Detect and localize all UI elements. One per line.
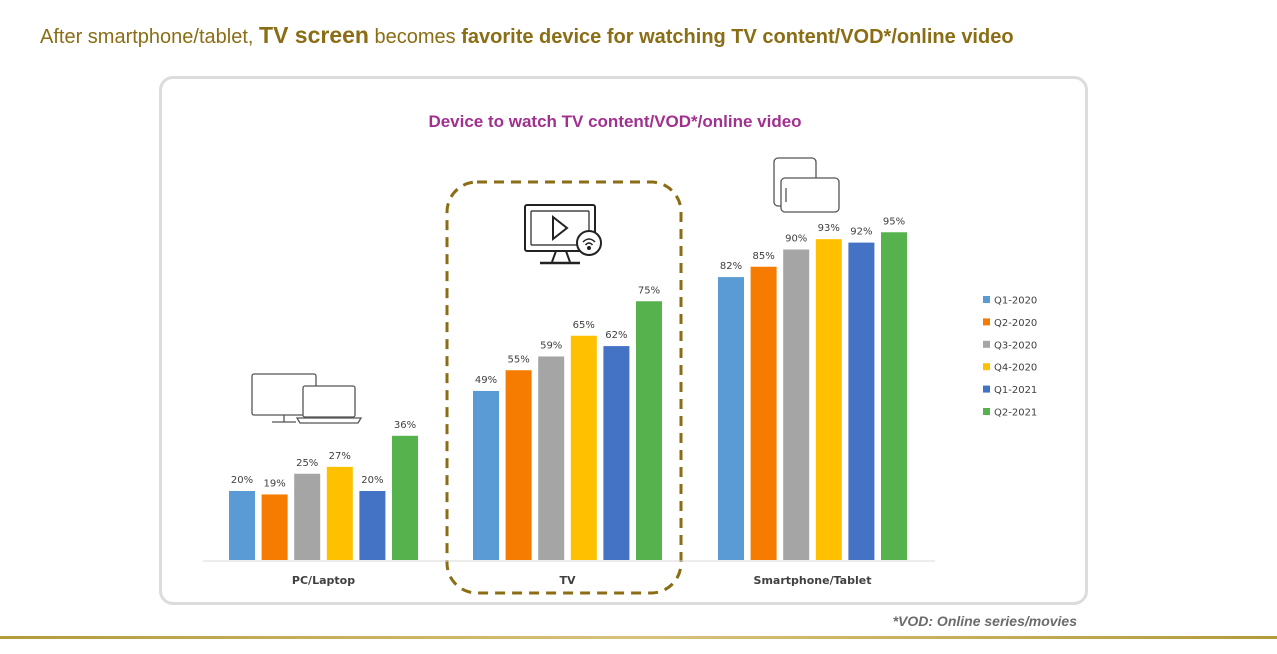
category-label: TV: [559, 574, 576, 587]
category-label: Smartphone/Tablet: [754, 574, 872, 587]
headline-part-1: After smartphone/tablet,: [40, 26, 260, 48]
category-label: PC/Laptop: [292, 574, 355, 587]
bar-tv-q3-2020: [538, 356, 565, 560]
bar-pc-laptop-q2-2020: [261, 494, 288, 560]
bar-smartphone-tablet-q2-2021: [881, 232, 907, 560]
bar-pc-laptop-q1-2020: [229, 491, 255, 560]
legend-label: Q4-2020: [994, 363, 1037, 374]
data-label: 90%: [785, 234, 807, 245]
legend-label: Q3-2020: [994, 340, 1037, 351]
legend-swatch: [983, 340, 990, 348]
tablet-phone-icon: [773, 157, 840, 213]
data-label: 93%: [818, 223, 840, 234]
data-label: 20%: [361, 475, 383, 486]
data-label: 82%: [720, 261, 742, 272]
legend-swatch: [983, 318, 990, 326]
data-label: 20%: [231, 475, 253, 486]
headline-part-4: favorite device for watching TV content/…: [461, 26, 1014, 48]
data-label: 92%: [850, 227, 872, 238]
bar-tv-q4-2020: [570, 335, 597, 560]
bar-tv-q1-2021: [603, 346, 630, 560]
data-label: 62%: [605, 330, 627, 341]
bar-smartphone-tablet-q1-2020: [718, 277, 744, 560]
legend-label: Q2-2021: [994, 408, 1037, 419]
data-label: 85%: [752, 251, 774, 262]
data-label: 65%: [573, 320, 595, 331]
smart-tv-play-icon: [524, 204, 602, 265]
legend-label: Q1-2021: [994, 385, 1037, 396]
bar-smartphone-tablet-q4-2020: [815, 239, 842, 560]
headline-part-2: TV screen: [259, 22, 369, 48]
desktop-laptop-icon: [251, 373, 363, 424]
data-label: 75%: [638, 285, 660, 296]
legend-label: Q1-2020: [994, 296, 1037, 307]
footnote: *VOD: Online series/movies: [892, 613, 1077, 629]
tv-highlight-box: [445, 180, 683, 595]
bar-pc-laptop-q4-2020: [326, 466, 353, 560]
bottom-divider: [0, 636, 1277, 639]
page-headline: After smartphone/tablet, TV screen becom…: [40, 22, 1014, 49]
legend-label: Q2-2020: [994, 318, 1037, 329]
legend-swatch: [983, 408, 990, 415]
headline-part-3: becomes: [368, 26, 462, 48]
bar-pc-laptop-q3-2020: [294, 473, 321, 560]
legend-swatch: [983, 363, 990, 371]
data-label: 19%: [263, 478, 285, 489]
bar-tv-q2-2021: [636, 301, 662, 560]
bar-pc-laptop-q1-2021: [359, 491, 386, 560]
data-label: 36%: [394, 420, 416, 431]
data-label: 59%: [540, 340, 562, 351]
data-label: 95%: [883, 216, 905, 227]
legend-swatch: [983, 385, 990, 393]
bar-pc-laptop-q2-2021: [392, 435, 418, 560]
chart-title: Device to watch TV content/VOD*/online v…: [428, 112, 801, 131]
data-label: 25%: [296, 458, 318, 469]
bar-tv-q2-2020: [505, 370, 532, 560]
data-label: 27%: [329, 451, 351, 462]
data-label: 55%: [507, 354, 529, 365]
bar-smartphone-tablet-q1-2021: [848, 242, 875, 560]
bar-tv-q1-2020: [473, 390, 499, 560]
data-label: 49%: [475, 375, 497, 386]
bar-smartphone-tablet-q3-2020: [783, 249, 810, 560]
legend-swatch: [983, 296, 990, 303]
bar-smartphone-tablet-q2-2020: [750, 266, 777, 560]
